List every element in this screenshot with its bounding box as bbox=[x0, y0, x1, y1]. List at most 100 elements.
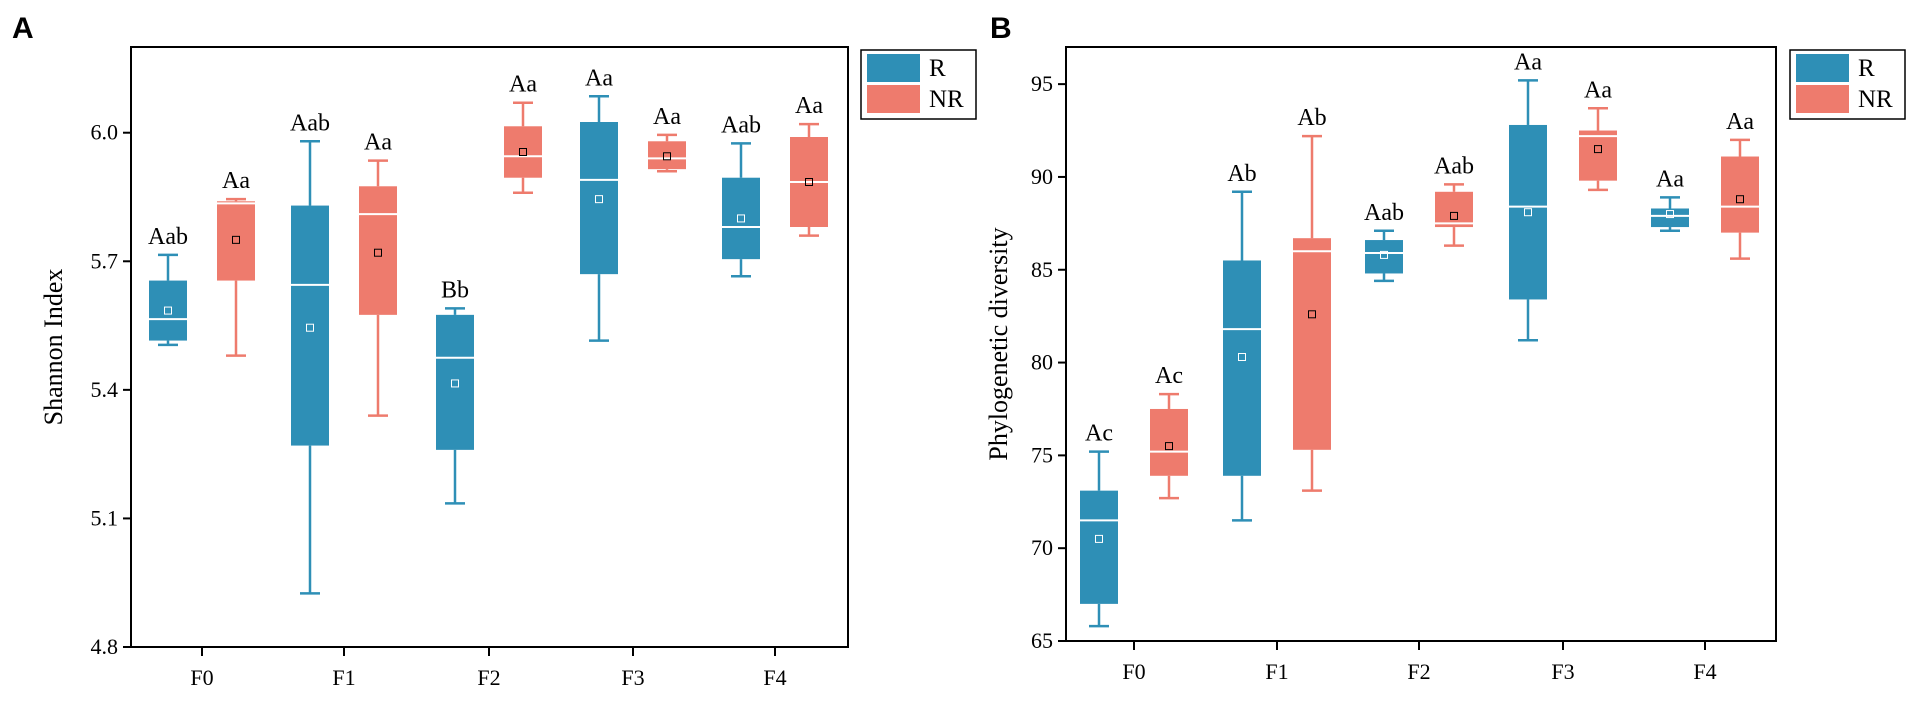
box-R-F2: Aab bbox=[1364, 200, 1404, 283]
plot-frame bbox=[1065, 46, 1777, 642]
y-tick-label: 85 bbox=[1031, 257, 1053, 282]
legend-swatch-NR bbox=[867, 85, 920, 113]
mean-marker bbox=[1238, 352, 1246, 361]
mean-marker bbox=[451, 379, 459, 388]
box-iqr bbox=[722, 177, 760, 260]
mean-marker bbox=[1524, 208, 1532, 217]
box-iqr bbox=[1579, 130, 1617, 181]
box-R-F3: Aa bbox=[580, 65, 618, 342]
mean-marker bbox=[805, 178, 813, 186]
box-iqr bbox=[217, 201, 255, 281]
box-NR-F0: Aa bbox=[217, 168, 255, 357]
significance-label: Aa bbox=[1584, 77, 1612, 103]
box-iqr bbox=[291, 205, 329, 446]
x-tick-label: F0 bbox=[190, 665, 213, 690]
significance-label: Aa bbox=[1726, 109, 1754, 135]
x-tick-label: F4 bbox=[763, 665, 786, 690]
box-iqr bbox=[1365, 240, 1403, 274]
x-tick-label: F0 bbox=[1122, 659, 1145, 684]
mean-marker bbox=[1380, 250, 1388, 259]
significance-label: Aa bbox=[585, 65, 613, 91]
box-iqr bbox=[1080, 490, 1118, 604]
series-R: Ac Ab Aab Aa Aa bbox=[1080, 49, 1689, 628]
y-axis-title: Shannon Index bbox=[39, 269, 68, 426]
significance-label: Ab bbox=[1297, 105, 1326, 131]
box-NR-F0: Ac bbox=[1150, 363, 1188, 500]
box-R-F1: Aab bbox=[290, 110, 330, 595]
series-R: Aab Aab Bb Aa Aab bbox=[148, 65, 761, 595]
box-NR-F1: Ab bbox=[1293, 105, 1331, 492]
box-iqr bbox=[149, 280, 187, 341]
y-tick-label: 5.1 bbox=[91, 505, 119, 530]
y-tick-label: 70 bbox=[1031, 535, 1053, 560]
box-iqr bbox=[648, 141, 686, 170]
x-tick-label: F3 bbox=[621, 665, 644, 690]
y-tick-label: 4.8 bbox=[91, 634, 119, 659]
box-NR-F3: Aa bbox=[1579, 77, 1617, 192]
x-tick-label: F2 bbox=[1407, 659, 1430, 684]
box-iqr bbox=[1293, 238, 1331, 450]
significance-label: Aab bbox=[148, 224, 188, 250]
significance-label: Aa bbox=[1656, 166, 1684, 192]
box-R-F0: Ac bbox=[1080, 421, 1118, 628]
box-R-F4: Aa bbox=[1651, 166, 1689, 233]
legend-label-NR: NR bbox=[929, 86, 964, 113]
box-R-F0: Aab bbox=[148, 224, 188, 347]
panel-letter: B bbox=[990, 12, 1012, 45]
mean-marker bbox=[663, 152, 671, 161]
y-tick-label: 6.0 bbox=[91, 120, 119, 145]
mean-marker bbox=[1594, 145, 1602, 154]
mean-marker bbox=[1736, 195, 1744, 204]
y-tick-label: 95 bbox=[1031, 71, 1053, 96]
box-iqr bbox=[580, 122, 618, 275]
x-tick-label: F1 bbox=[332, 665, 355, 690]
box-R-F1: Ab bbox=[1223, 161, 1261, 522]
mean-marker bbox=[306, 323, 314, 332]
significance-label: Bb bbox=[441, 277, 469, 303]
significance-label: Aa bbox=[1514, 49, 1542, 75]
y-tick-label: 90 bbox=[1031, 164, 1053, 189]
mean-marker bbox=[1666, 210, 1674, 219]
significance-label: Aab bbox=[290, 110, 330, 136]
y-tick-label: 80 bbox=[1031, 350, 1053, 375]
mean-marker bbox=[1308, 310, 1316, 319]
significance-label: Aab bbox=[1434, 153, 1474, 179]
significance-label: Aa bbox=[795, 93, 823, 119]
x-tick-label: F4 bbox=[1693, 659, 1716, 684]
y-axis-title: Phylogenetic diversity bbox=[984, 227, 1013, 460]
box-NR-F4: Aa bbox=[790, 93, 828, 237]
legend-swatch-R bbox=[867, 54, 920, 82]
significance-label: Aa bbox=[222, 168, 250, 194]
y-tick-label: 5.7 bbox=[91, 248, 119, 273]
significance-label: Ab bbox=[1227, 161, 1256, 187]
y-tick-label: 65 bbox=[1031, 628, 1053, 653]
mean-marker bbox=[374, 248, 382, 257]
legend-label-NR: NR bbox=[1858, 86, 1893, 113]
mean-marker bbox=[232, 235, 240, 244]
mean-marker bbox=[1165, 442, 1173, 451]
box-iqr bbox=[359, 186, 397, 315]
mean-marker bbox=[164, 306, 172, 315]
legend-swatch-NR bbox=[1796, 85, 1849, 113]
mean-marker bbox=[1450, 211, 1458, 220]
mean-marker bbox=[1095, 534, 1103, 543]
y-tick-label: 5.4 bbox=[91, 377, 119, 402]
significance-label: Aa bbox=[364, 130, 392, 156]
mean-marker bbox=[595, 195, 603, 204]
series-NR: Aa Aa Aa Aa Aa bbox=[217, 72, 828, 417]
box-iqr bbox=[436, 314, 474, 450]
box-iqr bbox=[504, 126, 542, 178]
legend-label-R: R bbox=[1858, 55, 1875, 82]
series-NR: Ac Ab Aab Aa Aa bbox=[1150, 77, 1759, 500]
box-R-F4: Aab bbox=[721, 112, 761, 278]
box-NR-F1: Aa bbox=[359, 130, 397, 417]
legend: R NR bbox=[860, 49, 977, 120]
chart-panel-A: A 4.8 5.1 5.4 5.7 6.0 F0 F1 F2 F3 F4 Shannon Index A… bbox=[12, 12, 977, 690]
panel-letter: A bbox=[12, 12, 34, 45]
box-NR-F2: Aab bbox=[1434, 153, 1474, 247]
box-NR-F2: Aa bbox=[504, 72, 542, 194]
box-iqr bbox=[1223, 260, 1261, 476]
legend: R NR bbox=[1789, 49, 1906, 120]
significance-label: Ac bbox=[1085, 421, 1113, 447]
